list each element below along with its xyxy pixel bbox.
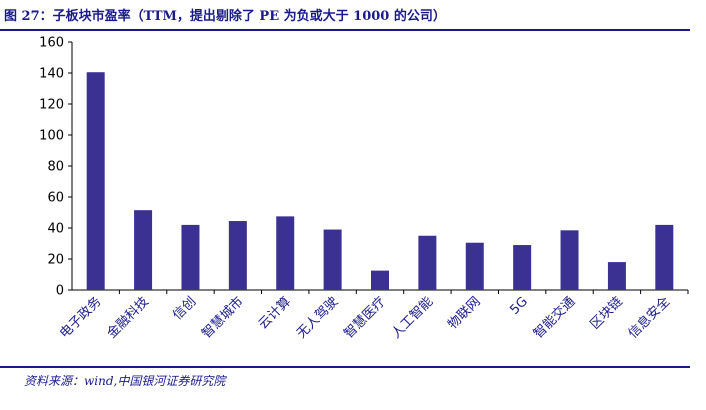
source-note: 资料来源：wind,中国银河证券研究院 [24,374,226,388]
x-category-label: 无人驾驶 [294,294,341,341]
x-category-label: 智慧城市 [199,294,247,342]
x-category-label: 金融科技 [104,294,152,342]
y-tick-label: 80 [47,160,64,175]
x-category-label: 5G [507,294,531,318]
x-category-label: 人工智能 [389,294,436,341]
x-axis-categories: 电子政务 金融科技 信创 智慧城市 云计算 无人驾驶 智慧医疗 人工智能 物联网 5G 智能交通 区块… [56,290,689,342]
bar [371,270,389,290]
bar [323,229,342,290]
footer-rule [0,366,690,368]
y-tick-label: 20 [47,253,64,268]
x-category-label: 智能交通 [530,294,578,342]
chart-title: 图 27：子板块市盈率（TTM，提出剔除了 PE 为负或大于 1000 的公司） [4,9,446,24]
x-category-label: 云计算 [256,294,294,332]
bar [276,216,295,290]
bar [181,224,200,290]
bar [134,210,153,290]
bar [465,242,484,290]
y-tick-label: 160 [39,36,64,51]
y-tick-label: 120 [39,98,64,113]
bar [418,235,437,290]
bar [228,221,247,290]
y-tick-label: 0 [56,284,64,299]
chart-axes [71,42,688,291]
bar [607,262,626,290]
x-category-label: 电子政务 [56,294,104,342]
y-axis-ticks: 0 20 40 60 80 100 120 140 160 [39,36,72,299]
y-tick-label: 100 [39,129,64,144]
x-category-label: 信息安全 [625,294,673,342]
x-category-label: 物联网 [445,294,483,332]
y-tick-label: 60 [47,191,64,206]
x-category-label: 信创 [170,294,199,323]
bar [655,224,674,290]
bar [513,245,532,290]
x-category-label: 区块链 [588,294,626,332]
bar [560,230,579,290]
bar-series [86,72,674,290]
title-rule [0,29,690,31]
y-tick-label: 40 [47,222,64,237]
x-category-label: 智慧医疗 [341,294,389,342]
y-tick-label: 140 [39,67,64,82]
bar [86,72,105,290]
